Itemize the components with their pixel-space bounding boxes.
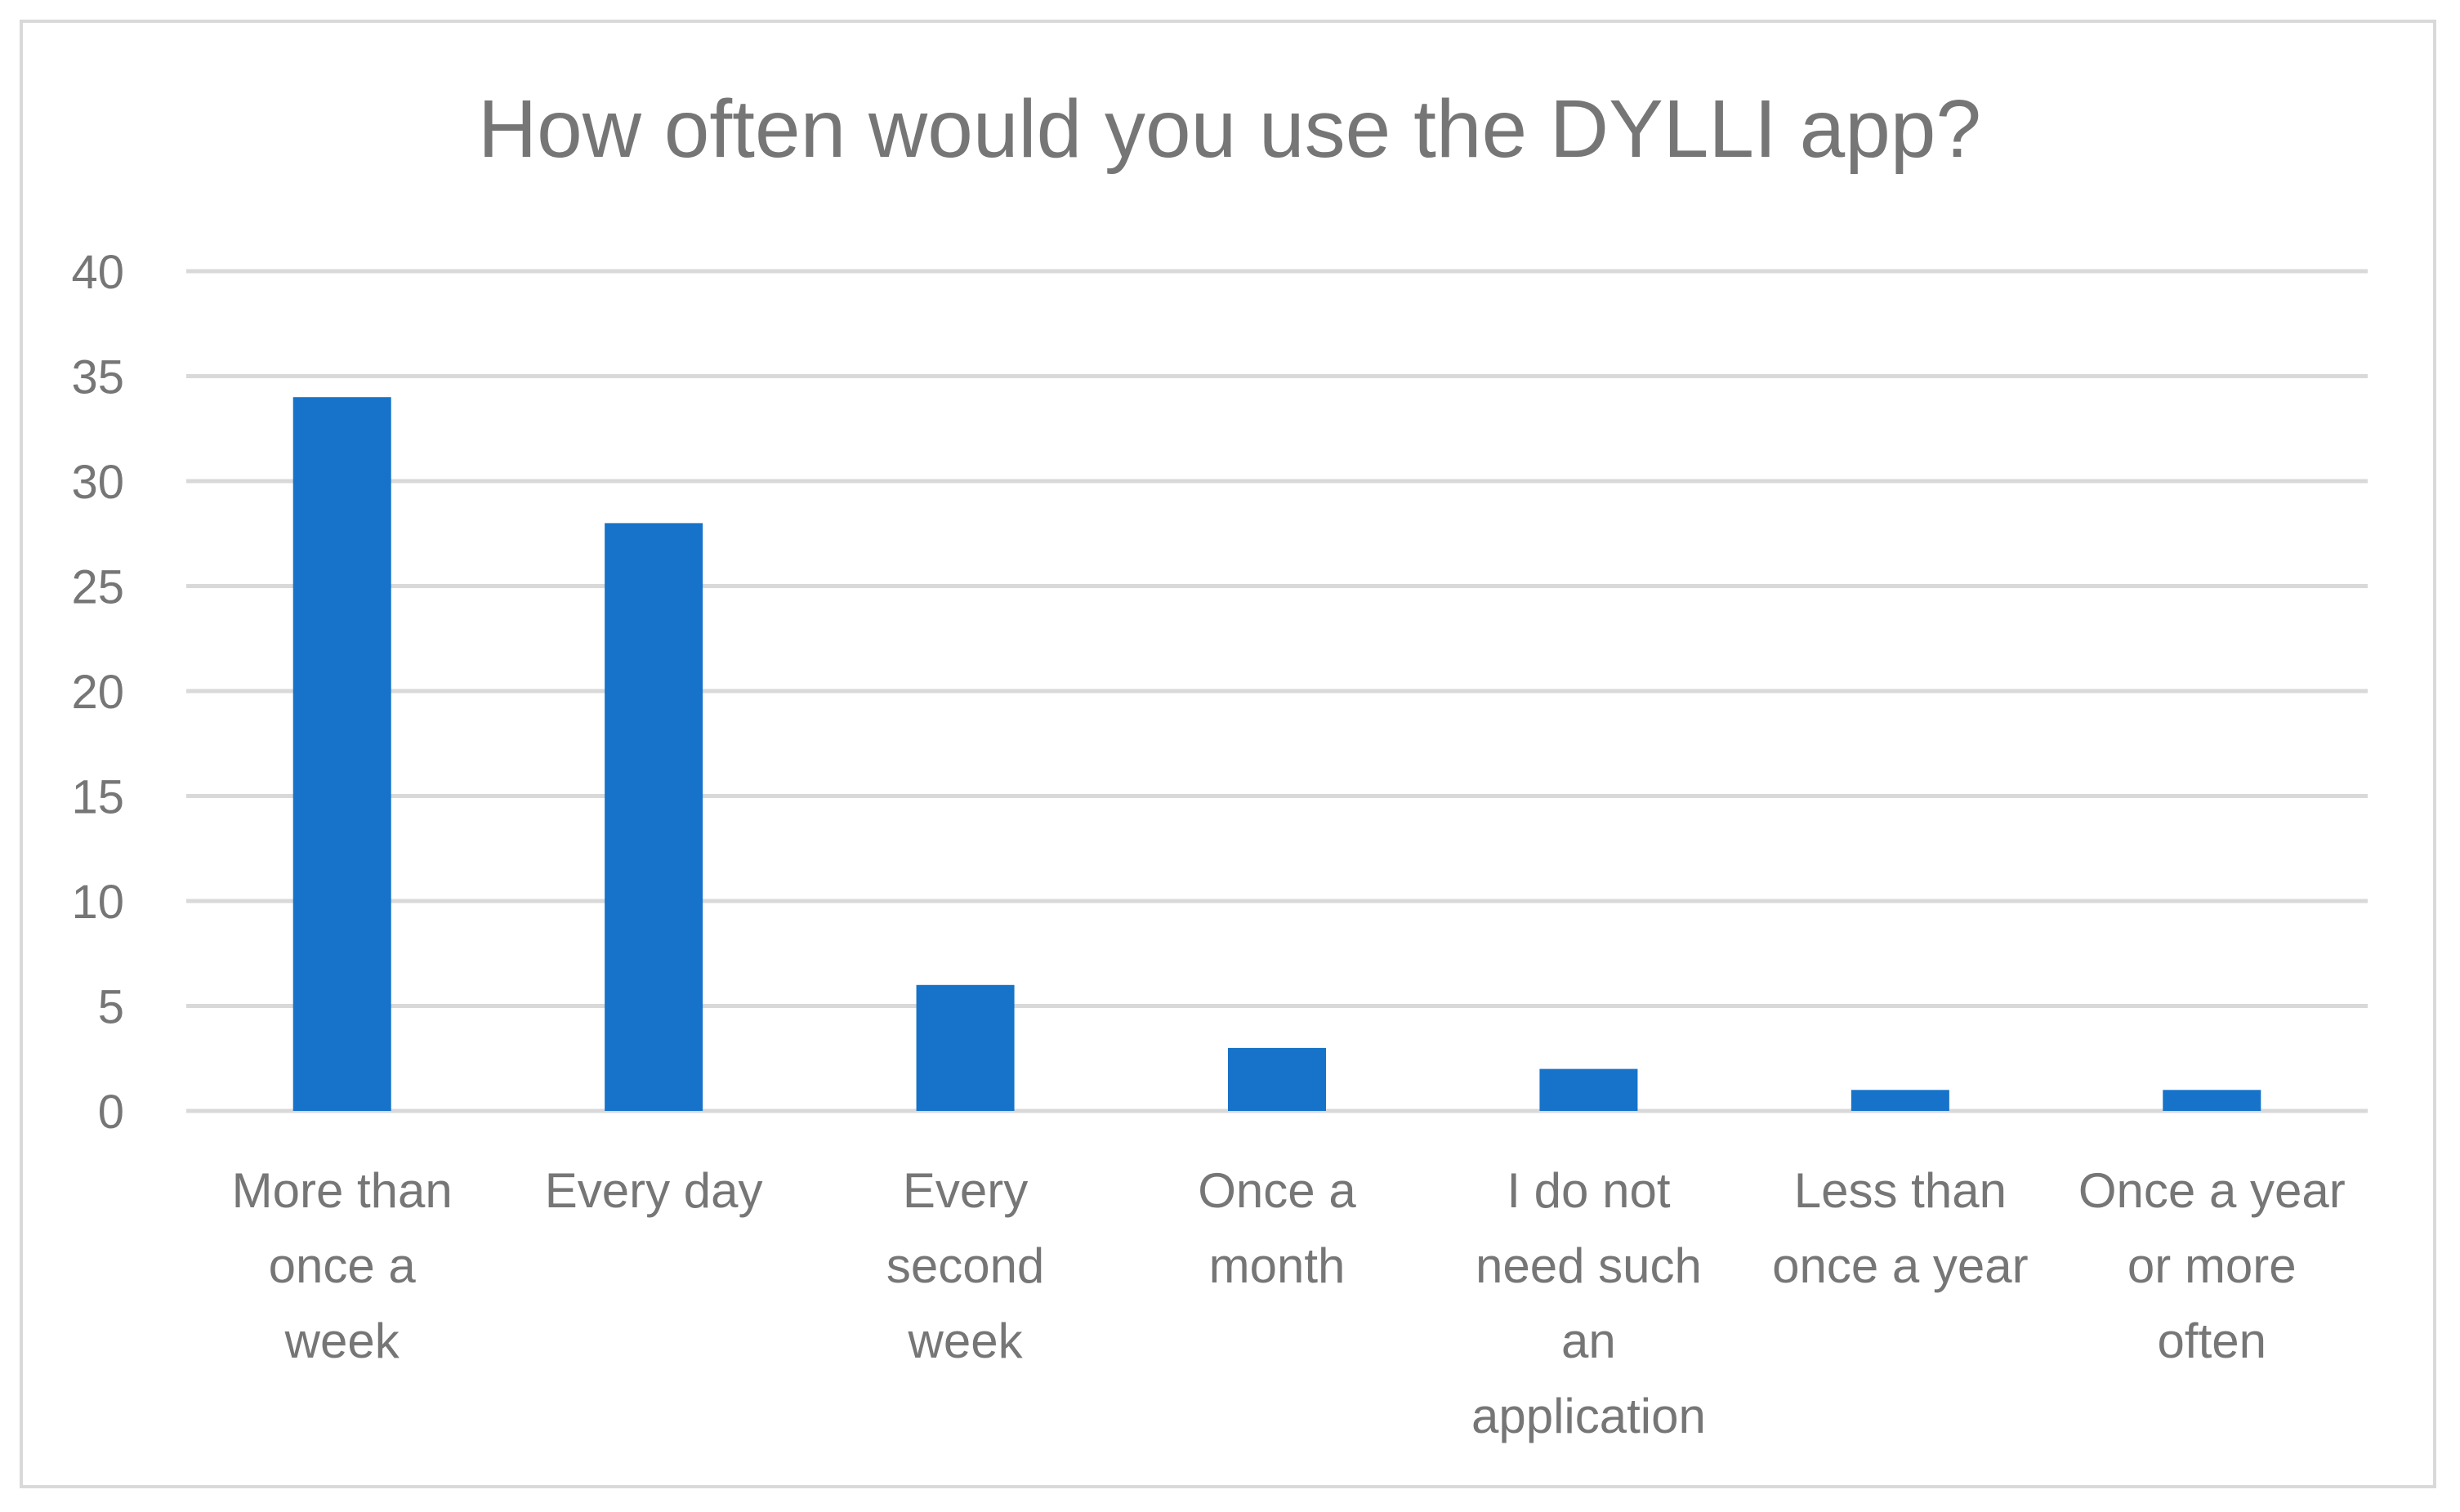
category-label-line: week [908,1314,1024,1368]
category-label-line: Once a [1198,1163,1356,1218]
category-label-line: once a [269,1238,417,1293]
y-tick-label: 5 [98,981,124,1034]
y-tick-label: 10 [71,876,124,929]
y-tick-label: 40 [71,246,124,299]
category-label-1: Every day [545,1163,763,1218]
category-label-4: I do not need such an application [1471,1163,1706,1443]
y-axis-ticks: 0 5 10 15 20 25 30 35 40 [71,246,124,1139]
category-label-line: application [1471,1389,1706,1443]
chart-frame [20,20,2436,1488]
category-label-line: need such [1476,1238,1702,1293]
category-label-line: once a year [1772,1238,2029,1293]
category-label-3: Once a month [1198,1163,1356,1293]
category-label-2: Every second week [886,1163,1044,1368]
y-tick-label: 15 [71,771,124,824]
y-tick-label: 25 [71,561,124,614]
bars [292,397,2261,1111]
category-label-line: More than [232,1163,453,1218]
y-tick-label: 30 [71,456,124,509]
y-tick-label: 20 [71,666,124,719]
bar-0 [292,397,391,1111]
y-tick-label: 35 [71,351,124,404]
category-label-line: Every [903,1163,1028,1218]
category-label-line: Every day [545,1163,763,1218]
category-label-5: Less than once a year [1772,1163,2029,1293]
bar-2 [916,984,1015,1111]
category-label-line: often [2158,1314,2266,1368]
category-label-line: I do not [1507,1163,1670,1218]
category-label-line: month [1209,1238,1346,1293]
category-label-6: Once a year or more often [2078,1163,2346,1368]
category-label-line: week [284,1314,400,1368]
category-label-line: an [1561,1314,1616,1368]
bar-1 [605,523,703,1111]
category-labels: More than once a week Every day Every second w… [232,1163,2346,1443]
y-tick-label: 0 [98,1086,124,1139]
bar-5 [1851,1090,1949,1111]
category-label-line: Once a year [2078,1163,2346,1218]
bar-3 [1228,1047,1326,1111]
category-label-0: More than once a week [232,1163,453,1368]
bar-6 [2163,1090,2261,1111]
category-label-line: Less than [1794,1163,2007,1218]
category-label-line: or more [2127,1238,2297,1293]
category-label-line: second [886,1238,1044,1293]
gridlines [186,269,2368,1113]
chart-title: How often would you use the DYLLI app? [478,83,1981,175]
bar-4 [1539,1068,1638,1111]
